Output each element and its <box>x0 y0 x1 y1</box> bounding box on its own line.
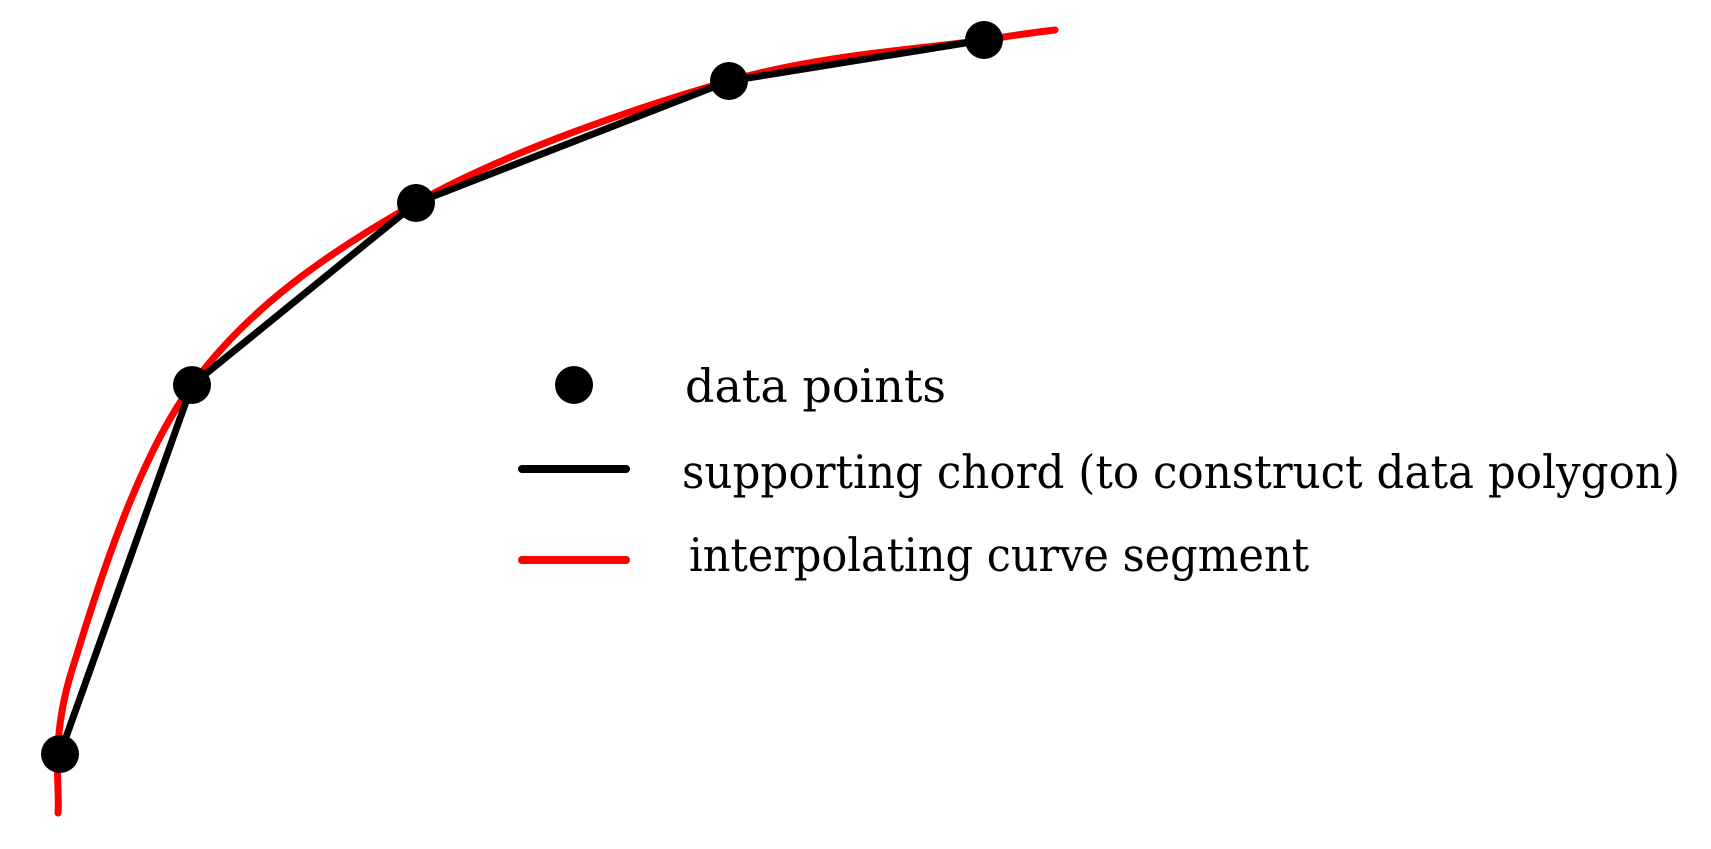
data-points-group <box>41 21 1003 773</box>
data-point <box>41 735 79 773</box>
legend: data points supporting chord (to constru… <box>518 359 1680 582</box>
legend-chord-label: supporting chord (to construct data poly… <box>682 445 1680 499</box>
data-point <box>173 366 211 404</box>
data-point <box>965 21 1003 59</box>
legend-curve-label: interpolating curve segment <box>689 528 1309 582</box>
data-point <box>397 184 435 222</box>
data-point <box>710 62 748 100</box>
legend-data-points-label: data points <box>685 359 946 413</box>
legend-data-point-marker <box>555 366 593 404</box>
